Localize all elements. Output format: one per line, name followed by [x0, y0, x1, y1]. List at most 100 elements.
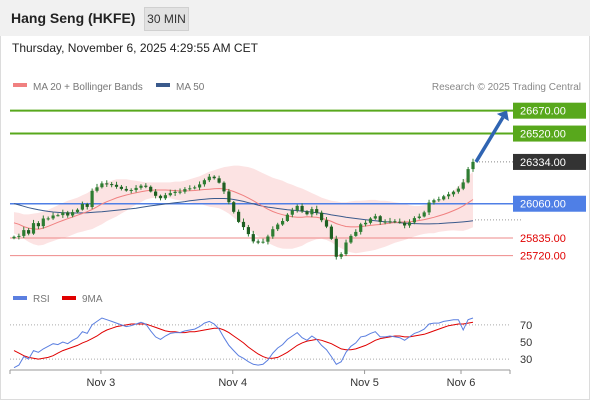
- candle-body: [154, 191, 158, 196]
- candle-body: [315, 209, 319, 213]
- candle-body: [447, 194, 451, 197]
- candle-body: [466, 169, 470, 183]
- candle-body: [183, 189, 187, 192]
- candle-body: [412, 218, 416, 223]
- x-tick-label: Nov 5: [350, 377, 379, 389]
- candle-body: [134, 187, 138, 190]
- candle: [154, 189, 158, 199]
- candle: [61, 209, 65, 218]
- candle-body: [310, 209, 314, 215]
- candle-body: [158, 195, 163, 199]
- candle: [168, 189, 172, 197]
- candle-body: [417, 216, 421, 218]
- candle: [207, 173, 211, 183]
- candle: [447, 191, 451, 200]
- candle: [261, 238, 265, 244]
- candle: [290, 207, 294, 218]
- candle-body: [222, 182, 226, 192]
- candle-body: [71, 212, 75, 216]
- candle-body: [198, 184, 202, 188]
- rsi-legend-label: RSI: [33, 294, 50, 305]
- candle-body: [51, 215, 55, 219]
- x-tick-label: Nov 3: [87, 377, 116, 389]
- candle: [305, 210, 309, 216]
- candle: [80, 201, 84, 211]
- level-label-pivot: 26060.00: [513, 195, 586, 212]
- candle-body: [202, 180, 206, 185]
- ma20-legend-swatch: [13, 83, 27, 87]
- candle-body: [471, 161, 475, 170]
- candle-body: [114, 184, 119, 187]
- candle: [320, 210, 324, 223]
- chart-header: Hang Seng (HKFE) 30 MIN: [0, 0, 590, 36]
- rsi-legend-swatch: [13, 296, 27, 300]
- level-label-box: [513, 125, 586, 142]
- timeframe-button[interactable]: 30 MIN: [144, 7, 189, 31]
- candle: [183, 187, 187, 194]
- candle: [256, 239, 260, 245]
- candle: [129, 188, 133, 194]
- candle: [241, 218, 246, 230]
- candle: [114, 181, 119, 189]
- candle: [407, 219, 412, 228]
- candle: [110, 182, 114, 188]
- forecast-arrow-shaft: [474, 116, 505, 163]
- level-label-text: 26670.00: [520, 106, 566, 118]
- candle-body: [149, 186, 153, 192]
- candle: [383, 219, 387, 225]
- candle: [344, 239, 348, 256]
- candle-body: [124, 188, 128, 191]
- candle: [359, 222, 363, 235]
- candle: [271, 226, 275, 239]
- candle-body: [227, 191, 231, 203]
- candle: [71, 209, 75, 218]
- support-label-text: 25835.00: [520, 233, 566, 245]
- candle: [432, 198, 436, 205]
- ma50-legend-swatch: [156, 83, 170, 87]
- candle: [471, 158, 475, 172]
- candle-body: [281, 221, 285, 225]
- candle-body: [212, 176, 216, 179]
- candle: [246, 224, 250, 237]
- candle-body: [461, 182, 465, 189]
- candle: [378, 215, 382, 225]
- candle: [66, 210, 70, 218]
- candle-body: [188, 188, 192, 190]
- candle-body: [339, 254, 343, 257]
- candle: [227, 188, 231, 205]
- candle: [149, 185, 153, 193]
- candle-body: [46, 218, 50, 220]
- candle: [324, 217, 329, 229]
- rsi-line: [13, 317, 474, 369]
- candle: [266, 234, 270, 245]
- candle: [334, 235, 338, 260]
- candle-body: [85, 204, 89, 207]
- candle-body: [193, 187, 197, 189]
- candle-body: [36, 223, 40, 227]
- candle-body: [90, 190, 94, 207]
- candle-body: [271, 229, 275, 237]
- candle-body: [41, 218, 45, 227]
- candle-body: [364, 222, 368, 225]
- candle: [451, 190, 456, 197]
- candle: [222, 181, 226, 194]
- candle: [300, 203, 304, 214]
- candle-body: [378, 216, 382, 222]
- candle: [232, 200, 236, 214]
- candle-body: [403, 222, 407, 226]
- candle: [364, 220, 368, 227]
- rsi-9ma-line: [13, 321, 474, 360]
- candle-body: [237, 211, 241, 222]
- candle: [46, 216, 50, 221]
- candle: [202, 178, 206, 187]
- bollinger-band-area: [14, 165, 473, 254]
- candle: [119, 184, 123, 191]
- candle: [193, 185, 197, 190]
- candle: [51, 212, 55, 220]
- candle: [285, 213, 289, 222]
- candle-body: [285, 214, 289, 221]
- candle-body: [217, 178, 221, 183]
- candle: [158, 194, 163, 201]
- ma50-legend-label: MA 50: [176, 82, 205, 93]
- candle-body: [251, 234, 255, 242]
